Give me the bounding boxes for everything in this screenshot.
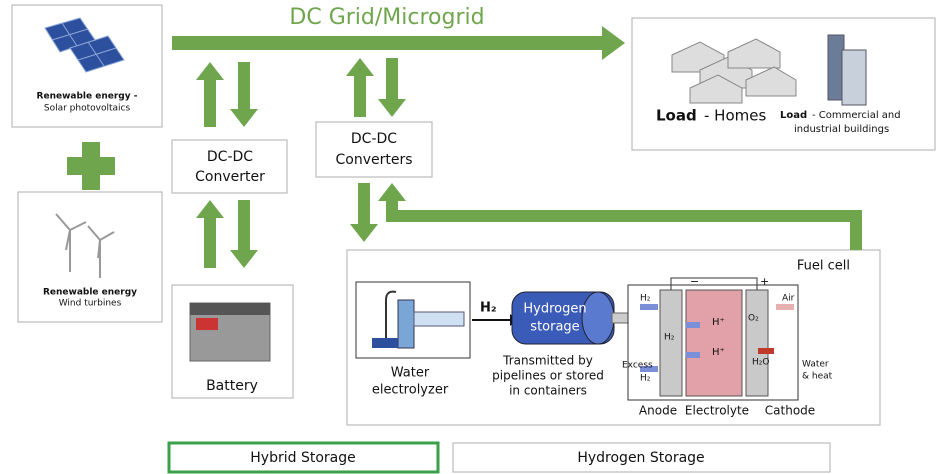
cell-label: Air (782, 294, 795, 304)
load-commercial: - Commercial and (812, 110, 901, 121)
arrow (378, 58, 406, 117)
arrow (378, 183, 406, 222)
converter-left-label: Converter (195, 169, 265, 185)
cell-label: Excess (622, 361, 653, 371)
wind-icon (55, 213, 115, 278)
wind-subtitle: Wind turbines (59, 299, 122, 309)
grid-title: DC Grid/Microgrid (289, 5, 484, 30)
transmitted-label: in containers (509, 384, 587, 398)
solar-subtitle: Solar photovoltaics (44, 104, 131, 114)
cell-label: H⁺ (712, 347, 725, 358)
cathode-label: Cathode (765, 404, 815, 418)
cell-label: O₂ (748, 314, 759, 324)
fuel-cell-icon (627, 277, 799, 401)
transmitted-label: pipelines or stored (492, 369, 604, 383)
load-commercial: industrial buildings (794, 124, 889, 135)
load-commercial-bold: Load (780, 110, 807, 121)
plus-icon (67, 157, 115, 175)
cell-label: + (760, 275, 769, 288)
transmitted-label: Transmitted by (502, 354, 593, 368)
arrow (196, 200, 224, 268)
cell-label: Water (802, 360, 829, 370)
cell-label: − (690, 275, 699, 288)
electrolyte-label: Electrolyte (685, 404, 749, 418)
converter-right-box (315, 121, 433, 178)
anode-label: Anode (639, 404, 677, 418)
arrow (230, 200, 258, 268)
pipe (611, 312, 629, 324)
battery-icon (189, 302, 271, 362)
wind-box (17, 191, 163, 323)
cell-label: H⁺ (712, 317, 725, 328)
storage-label: storage (530, 320, 579, 335)
converter-left-box (171, 139, 288, 194)
storage-tank (581, 291, 615, 345)
cell-label: H₂ (640, 374, 651, 384)
converter-right-label: Converters (335, 152, 412, 168)
buildings-icon (827, 34, 867, 106)
return-line (392, 210, 862, 250)
load-homes-bold: Load (656, 107, 697, 125)
electrolyzer-icon (355, 281, 471, 359)
homes-icon (671, 38, 797, 104)
cell-label: H₂O (752, 358, 769, 368)
footer-hydrogen: Hydrogen Storage (577, 450, 704, 466)
wind-title: Renewable energy (43, 288, 137, 298)
battery-label: Battery (206, 378, 258, 394)
arrow (230, 62, 258, 127)
solar-icon (44, 17, 125, 73)
cell-label: H₂ (664, 333, 675, 343)
hydrogen-storage-box (452, 442, 831, 473)
h2-label: H₂ (480, 301, 497, 316)
hybrid-storage-box (167, 441, 440, 474)
converter-left-label: DC-DC (207, 149, 253, 165)
arrow (346, 58, 374, 117)
load-homes: - Homes (704, 107, 766, 125)
footer-hybrid: Hybrid Storage (250, 450, 355, 466)
electrolyzer-label: electrolyzer (372, 383, 449, 398)
cell-label: & heat (802, 372, 833, 382)
solar-title: Renewable energy - (37, 92, 138, 102)
arrow (350, 183, 378, 242)
cell-label: H₂ (640, 294, 651, 304)
storage-label: Hydrogen (523, 302, 586, 317)
fuel-cell-label: Fuel cell (797, 259, 850, 274)
arrow (196, 62, 224, 127)
electrolyzer-label: Water (391, 366, 430, 381)
converter-right-label: DC-DC (351, 131, 397, 147)
arrow (172, 26, 625, 60)
